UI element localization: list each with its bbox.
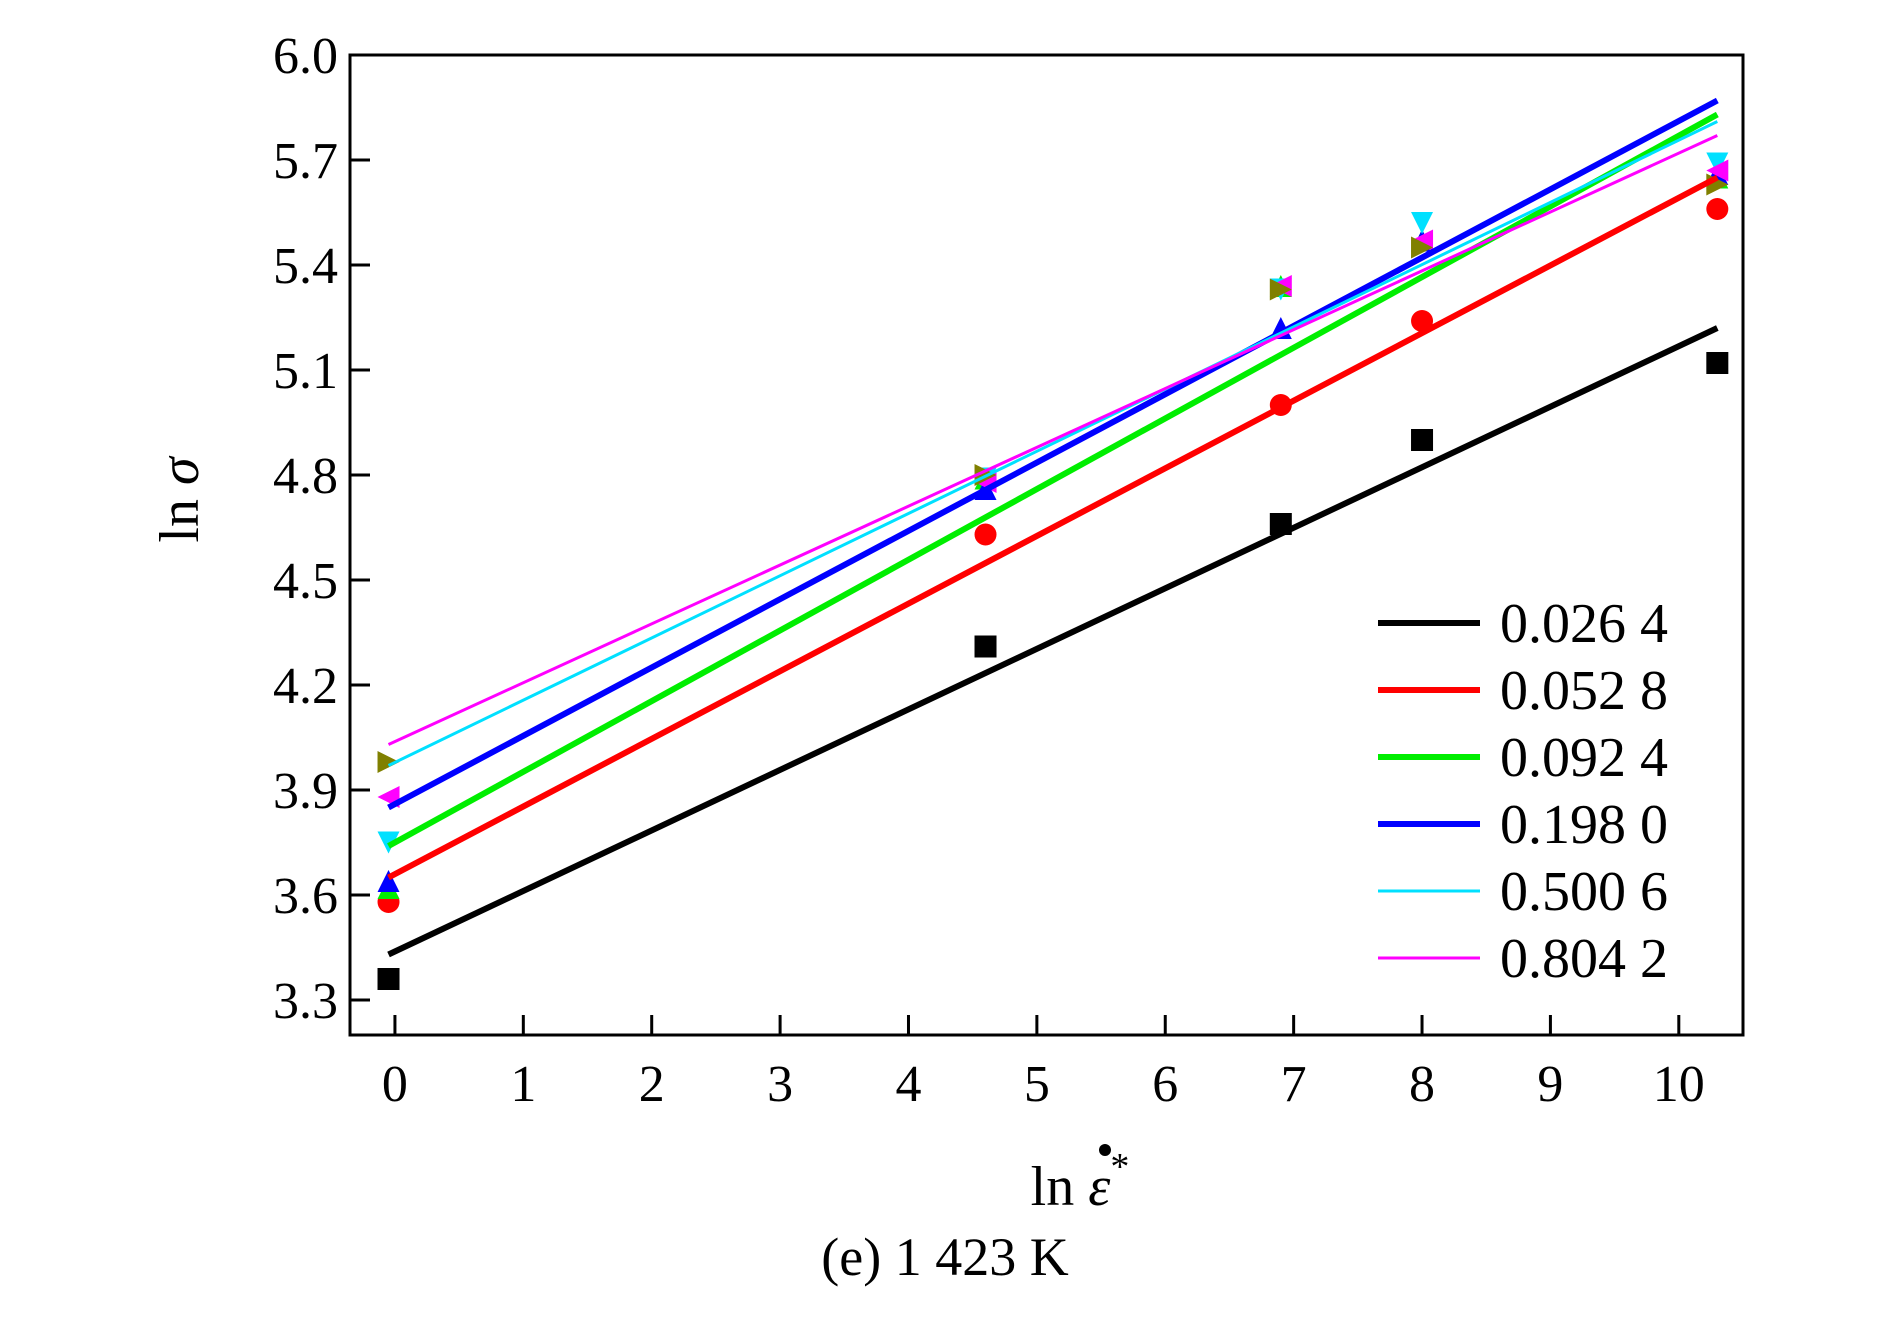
x-tick-label: 5	[1024, 1056, 1050, 1113]
y-tick-label: 4.2	[273, 658, 338, 715]
data-point	[1411, 429, 1434, 451]
x-axis-title-prefix: ln	[1031, 1156, 1089, 1218]
x-axis-title: ln ε*	[1031, 1146, 1130, 1218]
y-tick-label: 4.5	[273, 553, 338, 610]
data-point	[1706, 152, 1729, 175]
legend-label: 0.026 4	[1500, 593, 1668, 655]
data-point	[1706, 159, 1729, 182]
data-point	[377, 751, 400, 773]
data-point	[974, 523, 997, 546]
legend: 0.026 40.052 80.092 40.198 00.500 60.804…	[1378, 593, 1668, 990]
legend-label: 0.804 2	[1500, 928, 1668, 990]
data-point	[377, 870, 400, 892]
fit-line	[387, 97, 1719, 811]
x-axis-title-dot	[1099, 1144, 1111, 1156]
x-axis: 0 1 2 3 4 5 6 7 8 9 10	[382, 1015, 1705, 1113]
x-tick-label: 1	[510, 1056, 536, 1113]
x-tick-label: 2	[639, 1056, 665, 1113]
y-tick-label: 4.8	[273, 448, 338, 505]
legend-label: 0.092 4	[1500, 727, 1668, 789]
y-tick-label: 3.9	[273, 763, 338, 820]
fit-line	[387, 325, 1719, 958]
data-point	[377, 968, 400, 990]
y-tick-label: 5.1	[273, 343, 338, 400]
y-axis-title-prefix: ln	[149, 485, 211, 543]
data-point	[1411, 310, 1434, 332]
x-tick-label: 10	[1653, 1056, 1705, 1113]
data-point	[377, 831, 400, 854]
y-tick-label: 5.4	[273, 238, 338, 295]
x-tick-label: 4	[895, 1056, 921, 1113]
x-tick-label: 0	[382, 1056, 408, 1113]
figure-caption: (e) 1 423 K	[821, 1227, 1069, 1287]
x-axis-title-superscript: *	[1110, 1146, 1129, 1188]
y-tick-label: 3.3	[273, 973, 338, 1030]
fit-line	[387, 134, 1718, 746]
x-tick-label: 9	[1537, 1056, 1563, 1113]
legend-label: 0.052 8	[1500, 660, 1668, 722]
data-point	[1706, 198, 1729, 220]
data-point	[974, 635, 997, 658]
data-point	[1269, 278, 1292, 301]
x-tick-label: 8	[1409, 1056, 1435, 1113]
plot-data-layer	[377, 97, 1729, 990]
y-axis: 3.3 3.6 3.9 4.2 4.5 4.8 5.1 5.4 5.7 6.0	[273, 28, 370, 1030]
y-tick-label: 6.0	[273, 28, 338, 85]
data-point	[1706, 352, 1729, 374]
data-point	[1411, 236, 1434, 259]
fit-line	[387, 120, 1718, 767]
x-tick-label: 7	[1281, 1056, 1307, 1113]
legend-label: 0.500 6	[1500, 861, 1668, 923]
y-tick-label: 5.7	[273, 133, 338, 190]
fit-line	[387, 174, 1719, 881]
data-point	[1411, 212, 1434, 234]
y-tick-label: 3.6	[273, 868, 338, 925]
plot-area-frame	[348, 53, 1745, 1037]
legend-label: 0.198 0	[1500, 794, 1668, 856]
x-tick-label: 6	[1152, 1056, 1178, 1113]
x-axis-title-symbol: ε	[1088, 1156, 1111, 1218]
y-axis-title-symbol: σ	[149, 455, 211, 485]
x-tick-label: 3	[767, 1056, 793, 1113]
y-axis-title: ln σ	[149, 455, 211, 543]
